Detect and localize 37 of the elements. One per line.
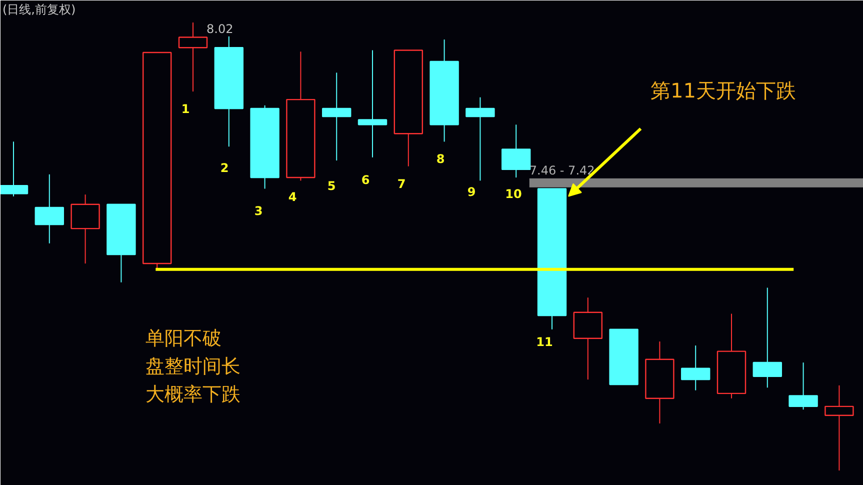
- annotation: 盘整时间长: [146, 356, 240, 378]
- candlestick: [824, 384, 854, 471]
- annotation: 第11天开始下跌: [650, 78, 796, 102]
- annotation: 8: [436, 152, 445, 166]
- annotation: 1: [181, 102, 190, 116]
- candlestick: [430, 39, 459, 142]
- annotation: 大概率下跌: [146, 384, 240, 406]
- candlestick: [466, 96, 495, 182]
- annotation: 单阳不破: [146, 328, 222, 350]
- annotation: 4: [288, 190, 297, 204]
- annotation: 3: [254, 204, 263, 218]
- candlestick: [573, 297, 602, 380]
- candlestick: [681, 345, 710, 391]
- candlestick: [34, 174, 64, 244]
- annotation: 7: [397, 177, 406, 191]
- candlestick: [502, 124, 531, 178]
- candlestick: [358, 50, 388, 158]
- annotation: 5: [327, 179, 336, 193]
- candlestick: [645, 340, 674, 424]
- candlestick: [106, 204, 136, 283]
- candlestick: [70, 194, 100, 264]
- candlestick: [609, 328, 638, 386]
- annotation: 6: [361, 173, 370, 187]
- candlestick: [716, 313, 746, 399]
- candlestick: [394, 50, 423, 167]
- annotation: 10: [505, 187, 522, 201]
- chart-title: (日线,前复权): [2, 2, 76, 16]
- candlestick: [537, 188, 567, 330]
- candlestick: [0, 141, 28, 197]
- candlestick: [214, 36, 244, 148]
- candlestick: [752, 287, 782, 388]
- annotation: 2: [220, 161, 229, 175]
- candlestick: [322, 72, 352, 161]
- candlestick: [178, 22, 208, 92]
- annotation: 9: [467, 185, 476, 199]
- annotation: 11: [536, 335, 553, 349]
- annotation: 8.02: [206, 22, 234, 36]
